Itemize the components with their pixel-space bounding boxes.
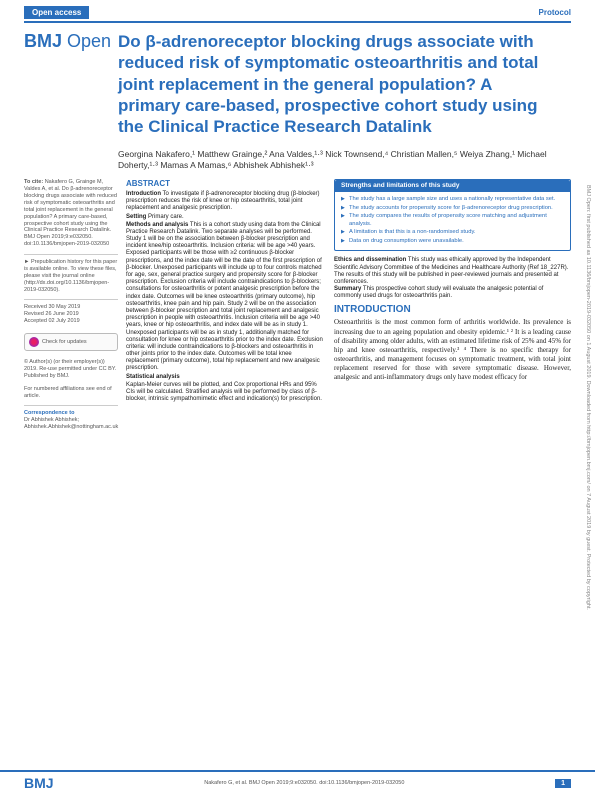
- protocol-label: Protocol: [539, 6, 571, 19]
- cite-text: Nakafero G, Grainge M, Valdes A, et al. …: [24, 179, 117, 247]
- footer-citation: Nakafero G, et al. BMJ Open 2019;9:e0320…: [204, 780, 404, 786]
- introduction-body: Osteoarthritis is the most common form o…: [334, 318, 571, 382]
- prepub-note: ► Prepublication history for this paper …: [24, 254, 118, 293]
- citation-block: To cite: Nakafero G, Grainge M, Valdes A…: [24, 179, 118, 248]
- right-column: Strengths and limitations of this study …: [334, 179, 571, 431]
- summary-label: Summary: [334, 286, 361, 292]
- article-title: Do β-adrenoreceptor blocking drugs assoc…: [118, 31, 571, 137]
- vertical-copyright: BMJ Open: first published as 10.1136/bmj…: [577, 30, 591, 764]
- corr-heading: Correspondence to: [24, 410, 118, 417]
- check-updates-label: Check for updates: [42, 339, 87, 346]
- ethics-label: Ethics and dissemination: [334, 257, 406, 263]
- introduction-heading: INTRODUCTION: [334, 304, 571, 316]
- open-access-badge: Open access: [24, 6, 89, 19]
- dates-block: Received 30 May 2019 Revised 26 June 201…: [24, 299, 118, 325]
- footer-logo: BMJ: [24, 775, 54, 791]
- list-item: A limitation is that this is a non-rando…: [349, 229, 564, 237]
- strengths-list: The study has a large sample size and us…: [341, 196, 564, 245]
- author-list: Georgina Nakafero,¹ Matthew Grainge,² An…: [0, 141, 595, 175]
- ethics-block: Ethics and dissemination This study was …: [334, 257, 571, 300]
- logo-open: Open: [62, 31, 111, 51]
- crossmark-icon: [29, 337, 39, 347]
- cite-label: To cite:: [24, 179, 43, 185]
- stats-label: Statistical analysis: [126, 374, 180, 380]
- setting-label: Setting: [126, 214, 146, 220]
- page-footer: BMJ Nakafero G, et al. BMJ Open 2019;9:e…: [0, 770, 595, 794]
- affiliations-note: For numbered affiliations see end of art…: [24, 386, 118, 400]
- list-item: The study compares the results of propen…: [349, 213, 564, 228]
- license-text: © Author(s) (or their employer(s)) 2019.…: [24, 359, 118, 380]
- list-item: Data on drug consumption were unavailabl…: [349, 238, 564, 246]
- page-number: 1: [555, 779, 571, 788]
- stats-text: Kaplan-Meier curves will be plotted, and…: [126, 382, 322, 402]
- methods-text: This is a cohort study using data from t…: [126, 222, 323, 372]
- summary-text: This prospective cohort study will evalu…: [334, 286, 543, 299]
- strengths-box: Strengths and limitations of this study …: [334, 179, 571, 251]
- correspondence-block: Correspondence to Dr Abhishek Abhishek; …: [24, 405, 118, 431]
- methods-label: Methods and analysis: [126, 222, 188, 228]
- list-item: The study has a large sample size and us…: [349, 196, 564, 204]
- logo-bmj: BMJ: [24, 31, 62, 51]
- left-sidebar: To cite: Nakafero G, Grainge M, Valdes A…: [24, 179, 118, 431]
- abstract-heading: ABSTRACT: [126, 179, 326, 189]
- corr-text: Dr Abhishek Abhishek; Abhishek.Abhishek@…: [24, 417, 118, 431]
- abstract-column: ABSTRACT Introduction To investigate if …: [126, 179, 326, 431]
- check-updates-button[interactable]: Check for updates: [24, 333, 118, 351]
- journal-logo: BMJ Open: [24, 31, 118, 137]
- box-title: Strengths and limitations of this study: [335, 180, 570, 192]
- list-item: The study accounts for propensity score …: [349, 205, 564, 213]
- setting-text: Primary care.: [146, 214, 183, 220]
- intro-label: Introduction: [126, 191, 161, 197]
